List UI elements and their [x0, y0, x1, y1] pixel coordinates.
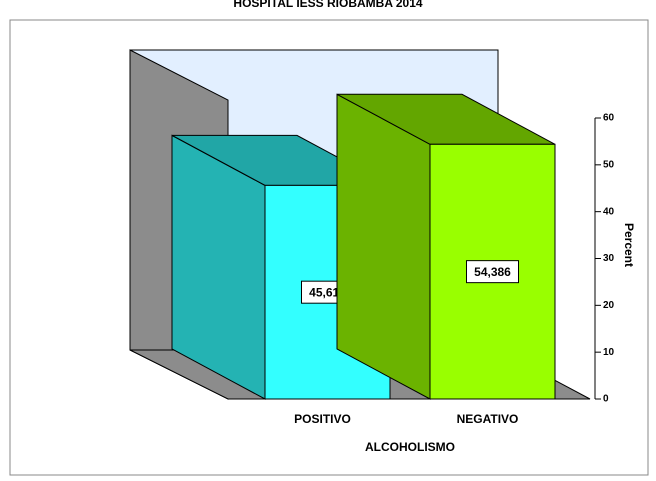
x-tick-label: NEGATIVO — [457, 412, 519, 426]
x-tick-label: POSITIVO — [294, 412, 351, 426]
y-tick-label: 20 — [603, 300, 615, 311]
y-tick-label: 10 — [603, 347, 615, 358]
x-axis-label: ALCOHOLISMO — [365, 440, 455, 454]
y-tick-label: 50 — [603, 159, 615, 170]
y-tick-label: 30 — [603, 253, 615, 264]
value-label-box — [466, 260, 519, 284]
value-label: 54,386 — [474, 265, 511, 279]
y-tick-label: 0 — [603, 394, 609, 405]
bar-side — [336, 93, 431, 400]
chart-title: HOSPITAL IESS RIOBAMBA 2014 — [233, 0, 422, 10]
y-axis-label: Percent — [622, 223, 636, 267]
y-tick-label: 60 — [603, 113, 615, 124]
y-tick-label: 40 — [603, 206, 615, 217]
